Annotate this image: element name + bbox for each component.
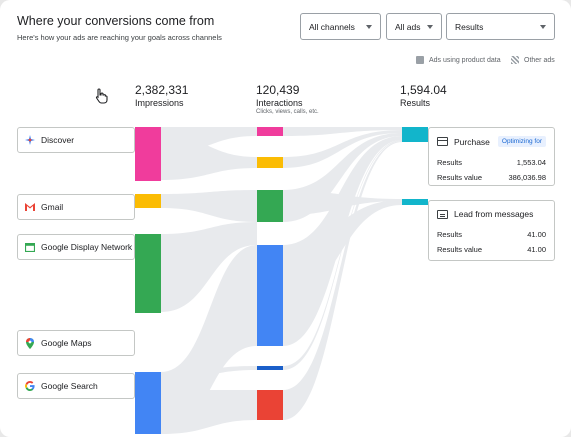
result-row: Results 41.00 xyxy=(437,227,546,242)
chevron-down-icon xyxy=(427,25,433,29)
search-secondary-interactions-bar xyxy=(257,366,283,370)
page-title: Where your conversions come from xyxy=(17,14,215,28)
result-row-label: Results xyxy=(437,158,463,167)
gmail-icon xyxy=(25,202,35,212)
purchase-results-bar xyxy=(402,127,428,142)
display-network-icon xyxy=(25,242,35,252)
channel-discover-label: Discover xyxy=(41,135,75,145)
display-interactions-bar xyxy=(257,190,283,222)
results-dropdown-value: Results xyxy=(455,21,484,32)
results-label: Results xyxy=(400,98,431,108)
ads-dropdown-value: All ads xyxy=(395,21,421,32)
credit-card-icon xyxy=(437,137,448,146)
display-impressions-bar xyxy=(135,234,161,313)
result-purchase-card[interactable]: Purchase Optimizing for Results 1,553.04… xyxy=(428,127,555,186)
result-row: Results 1,553.04 xyxy=(437,155,546,170)
channel-display-network[interactable]: Google Display Network xyxy=(17,234,135,260)
page-subtitle: Here's how your ads are reaching your go… xyxy=(17,33,222,42)
hand-cursor-icon xyxy=(95,88,108,104)
result-lead-title: Lead from messages xyxy=(454,209,534,219)
gmail-impressions-bar xyxy=(135,194,161,208)
channel-display-network-label: Google Display Network xyxy=(41,242,133,252)
result-purchase-header: Purchase Optimizing for xyxy=(437,136,546,147)
legend-product-data-label: Ads using product data xyxy=(429,56,501,64)
result-row-label: Results xyxy=(437,230,463,239)
result-row-value: 386,036.98 xyxy=(508,173,546,182)
gmail-interactions-bar xyxy=(257,157,283,168)
interactions-value: 120,439 xyxy=(256,83,300,97)
solid-swatch-icon xyxy=(416,56,424,64)
channels-dropdown-value: All channels xyxy=(309,21,355,32)
discover-impressions-bar xyxy=(135,127,161,181)
impressions-value: 2,382,331 xyxy=(135,83,189,97)
chevron-down-icon xyxy=(540,25,546,29)
result-lead-header: Lead from messages xyxy=(437,209,546,219)
channel-search-label: Google Search xyxy=(41,381,98,391)
lead-results-bar xyxy=(402,199,428,205)
result-row-label: Results value xyxy=(437,245,483,254)
striped-swatch-icon xyxy=(511,56,519,64)
channel-discover[interactable]: Discover xyxy=(17,127,135,153)
channel-maps-label: Google Maps xyxy=(41,338,92,348)
chevron-down-icon xyxy=(366,25,372,29)
result-purchase-title: Purchase xyxy=(454,136,490,147)
message-icon xyxy=(437,209,448,219)
result-row-value: 41.00 xyxy=(527,245,546,254)
channel-maps[interactable]: Google Maps xyxy=(17,330,135,356)
result-row-value: 41.00 xyxy=(527,230,546,239)
impressions-label: Impressions xyxy=(135,98,184,108)
discover-icon xyxy=(25,135,35,145)
discover-interactions-bar xyxy=(257,127,283,136)
legend-other-ads: Other ads xyxy=(511,56,555,64)
interactions-sublabel: Clicks, views, calls, etc. xyxy=(256,109,319,115)
channels-dropdown[interactable]: All channels xyxy=(300,13,381,40)
result-row-value: 1,553.04 xyxy=(516,158,546,167)
result-row-label: Results value xyxy=(437,173,483,182)
maps-pin-icon xyxy=(25,337,35,349)
results-dropdown[interactable]: Results xyxy=(446,13,555,40)
ads-dropdown[interactable]: All ads xyxy=(386,13,442,40)
channel-gmail[interactable]: Gmail xyxy=(17,194,135,220)
other-interactions-bar xyxy=(257,390,283,420)
results-value: 1,594.04 xyxy=(400,83,447,97)
channel-search[interactable]: Google Search xyxy=(17,373,135,399)
result-lead-card[interactable]: Lead from messages Results 41.00 Results… xyxy=(428,200,555,261)
channel-gmail-label: Gmail xyxy=(41,202,64,212)
interactions-label: Interactions xyxy=(256,98,303,108)
legend-product-data: Ads using product data xyxy=(416,56,501,64)
search-interactions-bar xyxy=(257,245,283,346)
google-g-icon xyxy=(25,381,35,391)
legend-other-ads-label: Other ads xyxy=(524,56,555,64)
optimizing-badge: Optimizing for xyxy=(497,136,546,147)
search-impressions-bar xyxy=(135,372,161,434)
result-row: Results value 386,036.98 xyxy=(437,170,546,185)
result-row: Results value 41.00 xyxy=(437,242,546,257)
